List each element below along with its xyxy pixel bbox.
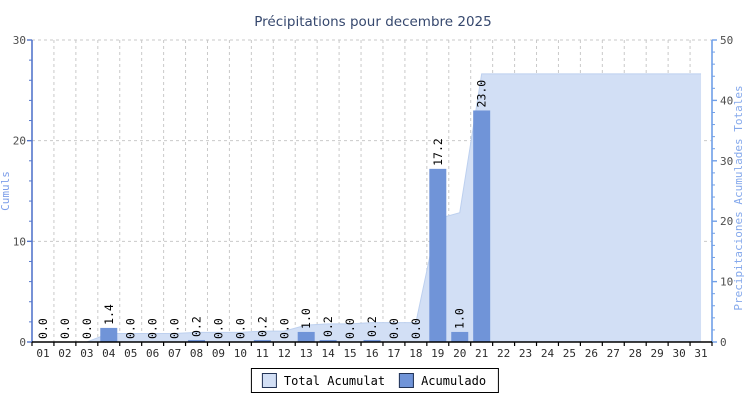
bar-day-13 xyxy=(297,331,315,342)
x-tick-label: 11 xyxy=(256,347,269,360)
bar-value-label: 0.2 xyxy=(190,316,204,337)
bar-day-11 xyxy=(253,339,271,342)
bar-value-label: 1.0 xyxy=(299,308,313,329)
right-tick-label: 0 xyxy=(720,336,727,349)
legend-swatch-acumulado xyxy=(399,373,415,388)
x-tick-label: 26 xyxy=(585,347,598,360)
x-tick-label: 20 xyxy=(453,347,466,360)
bar-day-21 xyxy=(473,110,491,342)
bar-value-label: 0.0 xyxy=(58,318,72,339)
right-tick-label: 30 xyxy=(720,155,733,168)
area-total-acumulat xyxy=(42,73,702,342)
left-tick-label: 0 xyxy=(19,336,26,349)
bar-value-label: 0.0 xyxy=(343,318,357,339)
x-tick-label: 19 xyxy=(431,347,444,360)
bar-day-14 xyxy=(319,339,337,342)
x-tick-label: 31 xyxy=(694,347,707,360)
bar-day-20 xyxy=(451,331,469,342)
x-tick-label: 03 xyxy=(80,347,93,360)
bar-value-label: 1.4 xyxy=(102,304,116,325)
bar-value-label: 23.0 xyxy=(475,80,489,108)
x-tick-label: 30 xyxy=(672,347,685,360)
bar-value-label: 17.2 xyxy=(431,138,445,166)
bar-value-label: 0.0 xyxy=(80,318,94,339)
x-tick-label: 10 xyxy=(234,347,247,360)
legend: Total Acumulat Acumulado xyxy=(250,368,500,393)
x-tick-label: 23 xyxy=(519,347,532,360)
area-edge xyxy=(42,73,702,343)
x-tick-label: 13 xyxy=(300,347,313,360)
x-tick-label: 09 xyxy=(212,347,225,360)
bar-value-label: 0.2 xyxy=(321,316,335,337)
right-tick-label: 40 xyxy=(720,94,733,107)
x-tick-label: 15 xyxy=(343,347,356,360)
bar-value-label: 0.0 xyxy=(36,318,50,339)
x-tick-label: 22 xyxy=(497,347,510,360)
left-tick-label: 10 xyxy=(13,235,26,248)
right-tick-label: 10 xyxy=(720,276,733,289)
bar-value-label: 1.0 xyxy=(453,308,467,329)
x-tick-label: 27 xyxy=(607,347,620,360)
x-tick-label: 08 xyxy=(190,347,203,360)
right-tick-label: 20 xyxy=(720,215,733,228)
legend-swatch-total-acumulat xyxy=(261,373,277,388)
left-axis-title: Cumuls xyxy=(0,171,12,211)
x-tick-label: 29 xyxy=(651,347,664,360)
bar-day-08 xyxy=(188,339,206,342)
bar-value-label: 0.0 xyxy=(168,318,182,339)
x-tick-label: 14 xyxy=(322,347,336,360)
x-tick-label: 07 xyxy=(168,347,181,360)
bar-value-label: 0.2 xyxy=(365,316,379,337)
bar-value-label: 0.2 xyxy=(255,316,269,337)
right-tick-label: 50 xyxy=(720,34,733,47)
left-tick-label: 20 xyxy=(13,135,26,148)
bar-value-label: 0.0 xyxy=(387,318,401,339)
bar-value-label: 0.0 xyxy=(277,318,291,339)
x-tick-label: 12 xyxy=(278,347,291,360)
x-tick-label: 06 xyxy=(146,347,159,360)
x-tick-label: 04 xyxy=(102,347,116,360)
x-tick-label: 18 xyxy=(409,347,422,360)
bar-value-label: 0.0 xyxy=(211,318,225,339)
bar-day-19 xyxy=(429,168,447,342)
bar-day-16 xyxy=(363,339,381,342)
left-tick-label: 30 xyxy=(13,34,26,47)
x-tick-label: 25 xyxy=(563,347,576,360)
x-tick-label: 17 xyxy=(387,347,400,360)
x-tick-label: 05 xyxy=(124,347,137,360)
legend-label-total-acumulat: Total Acumulat xyxy=(283,373,386,388)
bar-day-04 xyxy=(100,327,118,342)
x-tick-label: 16 xyxy=(365,347,378,360)
x-tick-label: 02 xyxy=(58,347,71,360)
bar-value-label: 0.0 xyxy=(124,318,138,339)
x-tick-label: 24 xyxy=(541,347,555,360)
x-tick-label: 28 xyxy=(629,347,642,360)
x-tick-label: 01 xyxy=(36,347,49,360)
right-axis-title: Precipitaciones Acumulades Totales xyxy=(732,85,745,310)
chart-title: Précipitations pour decembre 2025 xyxy=(254,14,491,30)
legend-label-acumulado: Acumulado xyxy=(421,373,487,388)
bar-value-label: 0.0 xyxy=(409,318,423,339)
plot-area: 0 10 20 30 0 10 20 30 40 50 01 02 03 04 05 06 07 08 09 10 11… xyxy=(13,34,734,360)
x-tick-label: 21 xyxy=(475,347,488,360)
bar-value-label: 0.0 xyxy=(233,318,247,339)
bar-value-label: 0.0 xyxy=(146,318,160,339)
